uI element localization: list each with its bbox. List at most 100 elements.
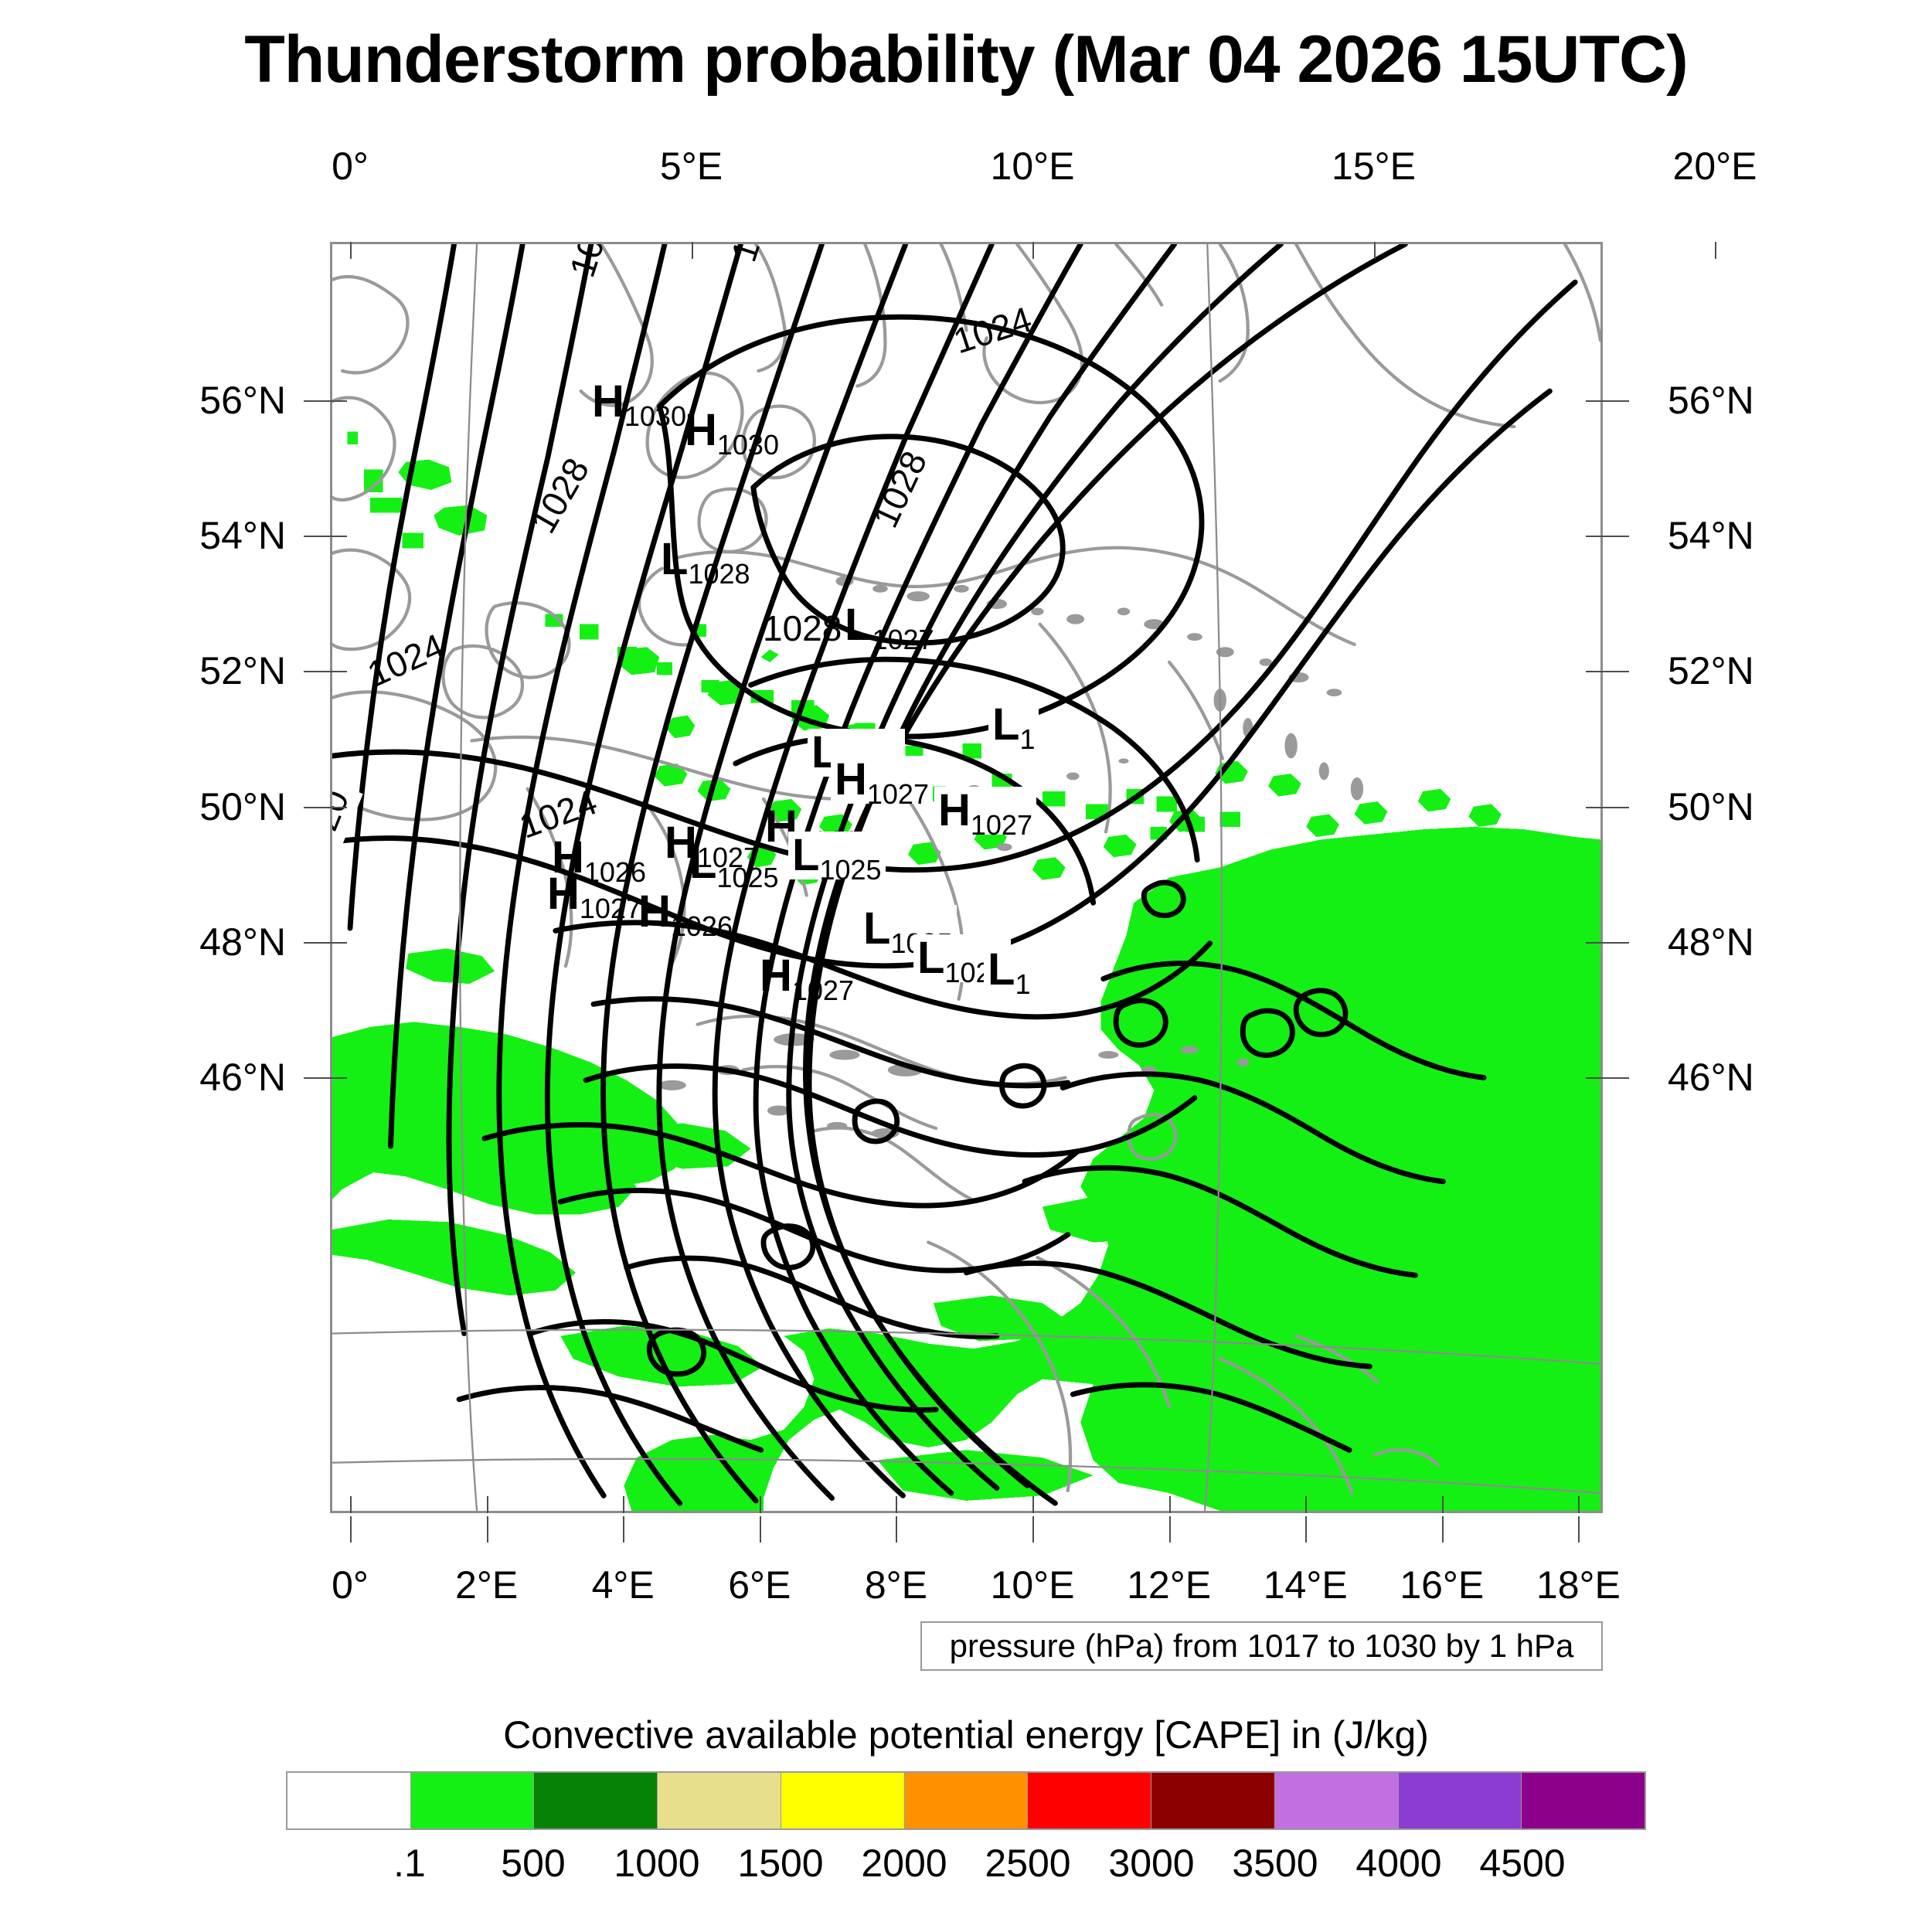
map-frame: 102410281024102810281028102410201024 H10… [330,242,1603,1513]
colorbar-segment-6 [1027,1773,1151,1828]
lon-tick-top [350,242,352,259]
pressure-center-symbol: L [845,600,872,650]
pressure-center-value: 1026 [583,856,646,888]
lat-tick-right-outer [1603,671,1629,673]
coastline-layer [332,244,1600,1495]
pressure-center-symbol: L [863,903,891,954]
lon-tick-top [1715,242,1716,259]
pressure-center-symbol: H [835,754,867,804]
lat-tick-left-outer [304,806,330,808]
high-pressure-marker: H1026 [552,835,646,886]
lat-tick-right-outer [1603,536,1629,538]
pressure-center-value: 1026 [670,910,733,942]
colorbar-tick-label: 500 [501,1842,566,1885]
colorbar-segment-4 [780,1773,904,1828]
colorbar-segment-5 [903,1773,1028,1828]
lon-label-bottom: 16°E [1400,1563,1485,1607]
lat-label-right: 52°N [1668,649,1754,693]
lon-tick-bottom [1441,1496,1444,1513]
lat-tick-left-outer [304,536,330,538]
lon-tick-bottom [1168,1496,1171,1513]
lon-tick-bottom-outer [486,1516,488,1543]
lat-tick-right-outer [1603,1077,1629,1079]
lon-tick-top [691,242,693,259]
lat-tick-left-outer [304,400,330,402]
lon-tick-bottom-outer [1578,1516,1580,1543]
low-pressure-marker: L1025 [689,838,779,892]
pressure-center-value: 1028 [688,558,750,590]
lon-tick-bottom [486,1496,488,1513]
lon-label-bottom: 18°E [1536,1563,1621,1607]
high-pressure-marker: H1027 [934,787,1036,839]
lon-tick-bottom [1032,1496,1034,1513]
colorbar-tick-label: 2000 [861,1842,947,1885]
lon-tick-bottom-outer [1032,1516,1034,1543]
lat-tick-left [330,671,347,673]
pressure-center-symbol: H [685,405,717,455]
lon-tick-bottom-outer [896,1516,898,1543]
colorbar-tick-label: .1 [393,1842,426,1885]
high-pressure-marker: H1027 [547,872,641,923]
lon-tick-bottom [1305,1496,1308,1513]
colorbar [286,1771,1646,1830]
lon-label-top: 20°E [1672,145,1757,188]
pressure-center-symbol: H [592,376,624,427]
pressure-center-symbol: L [917,933,945,983]
colorbar-segment-9 [1397,1773,1522,1828]
lon-tick-bottom [350,1496,352,1513]
low-pressure-marker: L1027 [845,600,934,654]
colorbar-tick-label: 2500 [985,1842,1071,1885]
colorbar-labels: .1 500 1000 1500 2000 2500 3000 3500 4000 4500 [286,1841,1646,1887]
colorbar-tick-label: 3500 [1232,1842,1318,1885]
lat-tick-right-outer [1603,400,1629,402]
pressure-center-value: 1027 [791,975,854,1006]
lat-tick-right [1586,941,1603,944]
colorbar-segment-7 [1151,1773,1274,1828]
pressure-center-value: 1027 [696,842,759,873]
lat-tick-right [1586,536,1603,538]
pressure-caption: pressure (hPa) from 1017 to 1030 by 1 hP… [920,1621,1603,1671]
page-title: Thunderstorm probability (Mar 04 2026 15… [244,22,1689,97]
colorbar-segment-1 [410,1773,534,1828]
pressure-center-symbol: L [792,830,820,880]
high-pressure-marker: H1027 [831,754,933,808]
pressure-center-symbol: H [638,886,671,937]
lon-label-top: 15°E [1332,145,1416,188]
pressure-center-value: 1027 [866,778,929,810]
low-pressure-marker: L1028 [661,537,750,588]
lat-label-right: 46°N [1668,1056,1754,1099]
pressure-center-symbol: L [992,699,1020,750]
colorbar-segment-10 [1521,1773,1645,1828]
lon-label-bottom: 6°E [728,1563,791,1607]
map-panel: 102410281024102810281028102410201024 H10… [304,242,1716,1543]
lon-tick-bottom-outer [1305,1516,1308,1543]
lon-label-bottom: 0° [332,1563,369,1607]
pressure-caption-text: pressure (hPa) from 1017 to 1030 by 1 hP… [949,1628,1574,1664]
lon-tick-bottom [759,1496,761,1513]
meridian-layer [332,244,1600,1511]
colorbar-segment-8 [1274,1773,1398,1828]
pressure-center-value: 1025 [819,854,882,886]
lat-tick-right [1586,1077,1603,1079]
pressure-center-symbol: H [760,951,792,1001]
high-pressure-marker: H1027 [665,821,759,872]
lat-label-left: 46°N [199,1056,286,1099]
lon-tick-bottom [623,1496,625,1513]
high-pressure-marker: H1026 [638,886,733,940]
pressure-center-symbol: L [689,838,717,888]
lat-label-right: 54°N [1668,514,1754,558]
pressure-center-value: 1027 [872,624,934,655]
colorbar-title: Convective available potential energy [C… [503,1713,1429,1757]
lon-tick-bottom-outer [350,1516,352,1543]
colorbar-tick-label: 4000 [1355,1842,1442,1885]
lat-tick-left [330,806,347,808]
pressure-center-value: 1 [1019,723,1036,755]
pressure-center-symbol: L [988,944,1015,995]
lon-label-bottom: 4°E [591,1563,655,1607]
pressure-center-value: 1025 [716,862,779,893]
lat-label-left: 54°N [199,514,286,558]
lon-label-bottom: 2°E [455,1563,519,1607]
low-pressure-marker: L1 [988,699,1039,753]
lat-label-left: 56°N [199,379,286,422]
lat-tick-right-outer [1603,806,1629,808]
